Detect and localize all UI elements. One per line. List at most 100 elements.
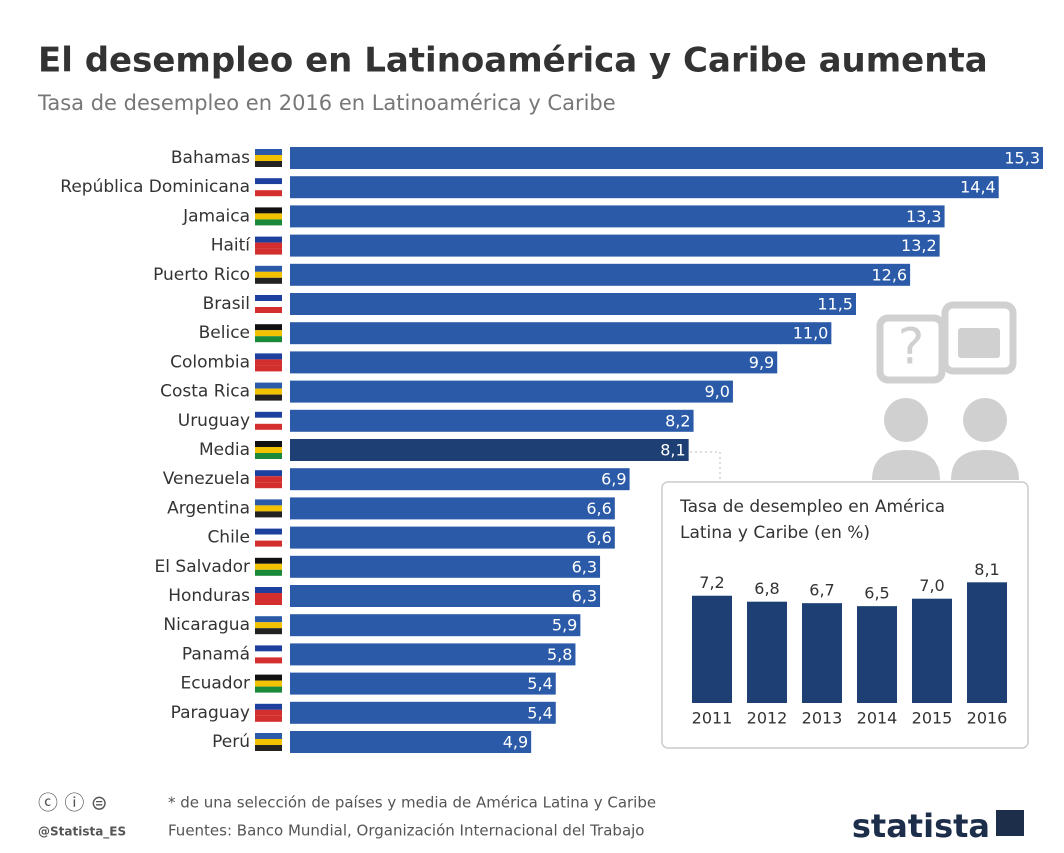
value-label: 8,2 (665, 411, 690, 430)
inset-title-box: Tasa de desempleo en América Latina y Ca… (680, 497, 945, 543)
flag (255, 411, 282, 418)
flag (255, 476, 282, 483)
flag (255, 680, 282, 687)
flag (255, 651, 282, 658)
flag (255, 365, 282, 372)
value-label: 6,6 (586, 499, 611, 518)
flag (255, 557, 282, 564)
category-label: Media (199, 440, 250, 460)
category-label: Costa Rica (160, 382, 250, 402)
flag (255, 674, 282, 681)
bar (290, 643, 576, 666)
handle: @Statista_ES (38, 825, 126, 840)
bar (290, 409, 694, 432)
flag (255, 359, 282, 366)
flag (255, 271, 282, 278)
flag (255, 265, 282, 272)
value-label: 6,3 (572, 557, 597, 576)
category-label: Honduras (168, 586, 250, 606)
category-label: Haití (211, 236, 252, 256)
flag (255, 301, 282, 307)
flag (255, 161, 282, 167)
value-label: 9,9 (749, 353, 774, 372)
flag (255, 394, 282, 401)
brand: statista (852, 807, 990, 845)
flag (255, 149, 282, 155)
bar (802, 603, 842, 703)
category-label: República Dominicana (60, 177, 250, 197)
bar (290, 322, 832, 345)
flag (255, 733, 282, 739)
value-label: 7,2 (699, 573, 724, 592)
cc-icons: ⓒ ⓘ ⊜ (38, 791, 107, 815)
value-label: 6,7 (809, 581, 834, 600)
x-tick-label: 2013 (802, 709, 843, 728)
category-label: Bahamas (171, 148, 250, 168)
value-label: 13,2 (901, 236, 937, 255)
value-label: 6,3 (572, 587, 597, 606)
flag (255, 628, 282, 635)
bar (747, 601, 787, 703)
flag (255, 686, 282, 693)
bar (912, 598, 952, 703)
x-tick-label: 2014 (857, 709, 898, 728)
x-tick-label: 2016 (967, 709, 1008, 728)
flag (255, 569, 282, 576)
bar (290, 293, 856, 315)
flag (255, 382, 282, 389)
bar (290, 234, 940, 257)
bar (290, 439, 689, 461)
category-label: Nicaragua (163, 615, 250, 635)
category-label: Chile (207, 528, 250, 548)
flag (255, 505, 282, 512)
flag (255, 470, 282, 477)
value-label: 15,3 (1004, 149, 1040, 168)
x-tick-label: 2015 (912, 709, 953, 728)
flag (255, 219, 282, 226)
flag (255, 528, 282, 535)
bar (290, 468, 630, 491)
category-label: El Salvador (155, 557, 250, 577)
category-label: Venezuela (163, 469, 250, 489)
bar (290, 731, 532, 753)
value-label: 5,8 (547, 645, 572, 664)
flag (255, 534, 282, 541)
flag (255, 622, 282, 629)
flag (255, 703, 282, 710)
chart-title: El desempleo en Latinoamérica y Caribe a… (38, 41, 988, 81)
flag (255, 155, 282, 161)
bar (857, 606, 897, 703)
flag (255, 207, 282, 214)
bar (290, 263, 911, 286)
icon: ? (872, 301, 1019, 480)
value-label: 9,0 (704, 382, 729, 401)
category-label: Perú (212, 732, 250, 752)
source: Fuentes: Banco Mundial, Organización Int… (168, 822, 644, 840)
value-label: 11,5 (817, 295, 853, 314)
flag (255, 709, 282, 716)
flag (255, 190, 282, 197)
bar (290, 526, 615, 549)
flag (255, 587, 282, 593)
category-label: Brasil (203, 294, 250, 314)
flag (255, 417, 282, 424)
value-label: 6,5 (864, 584, 889, 603)
flag (255, 242, 282, 249)
flag (255, 453, 282, 459)
value-label: 5,4 (527, 674, 552, 693)
value-label: 8,1 (660, 441, 685, 460)
flag (255, 277, 282, 284)
flag (255, 236, 282, 243)
flag (255, 353, 282, 360)
bar (290, 351, 778, 374)
value-label: 13,3 (906, 207, 942, 226)
flag (255, 739, 282, 745)
value-label: 5,4 (527, 703, 552, 722)
flag (255, 645, 282, 652)
chart-subtitle: Tasa de desempleo en 2016 en Latinoaméri… (37, 91, 616, 115)
flag (255, 307, 282, 313)
flag (255, 511, 282, 518)
flag (255, 388, 282, 395)
bar (290, 147, 1043, 169)
